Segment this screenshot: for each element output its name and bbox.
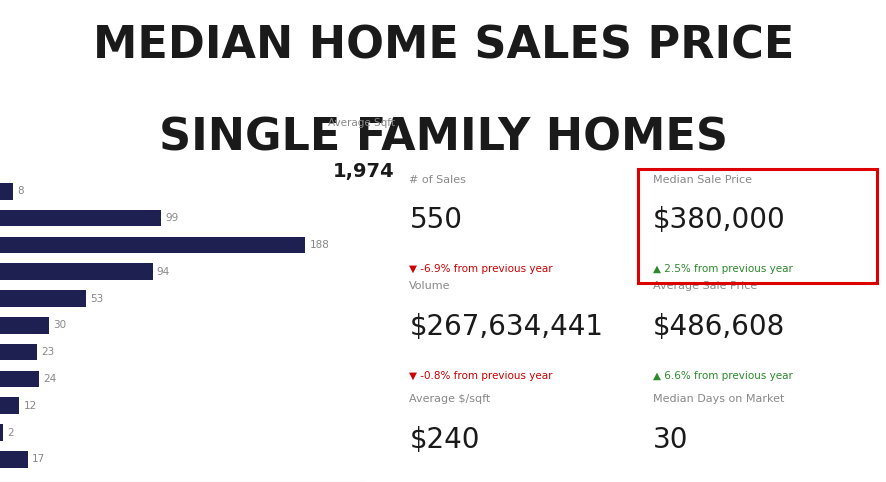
Bar xyxy=(0,371,39,388)
Text: ▲ 6.6% from previous year: ▲ 6.6% from previous year xyxy=(652,371,792,381)
Text: ▼ -0.8% from previous year: ▼ -0.8% from previous year xyxy=(409,371,552,381)
Text: 53: 53 xyxy=(90,294,104,304)
Text: 30: 30 xyxy=(652,426,688,454)
Text: Average Sqft: Average Sqft xyxy=(328,118,394,128)
Text: ▼ -6.9% from previous year: ▼ -6.9% from previous year xyxy=(409,264,552,274)
Bar xyxy=(0,237,305,253)
Text: $240: $240 xyxy=(409,426,479,454)
Text: 550: 550 xyxy=(409,206,462,234)
Text: 23: 23 xyxy=(42,347,55,357)
Text: 12: 12 xyxy=(24,401,36,411)
Bar xyxy=(0,263,152,280)
Bar xyxy=(0,398,19,414)
Text: ▲ 2.5% from previous year: ▲ 2.5% from previous year xyxy=(652,264,792,274)
Text: SINGLE FAMILY HOMES: SINGLE FAMILY HOMES xyxy=(159,117,727,160)
Bar xyxy=(0,424,4,441)
Text: Volume: Volume xyxy=(409,281,450,292)
Text: 1,974: 1,974 xyxy=(333,162,394,181)
Bar xyxy=(0,210,160,227)
Text: MEDIAN HOME SALES PRICE: MEDIAN HOME SALES PRICE xyxy=(93,24,793,67)
Bar xyxy=(0,290,86,307)
Text: Median Days on Market: Median Days on Market xyxy=(652,394,783,404)
Text: Average Sale Price: Average Sale Price xyxy=(652,281,757,292)
Text: # of Sales: # of Sales xyxy=(409,175,466,185)
Text: 2: 2 xyxy=(7,428,14,438)
Text: 8: 8 xyxy=(17,186,24,196)
Text: 99: 99 xyxy=(165,213,178,223)
Bar xyxy=(0,183,13,200)
Text: 24: 24 xyxy=(43,374,56,384)
Bar xyxy=(0,344,37,361)
Text: $486,608: $486,608 xyxy=(652,313,784,341)
Bar xyxy=(0,317,49,334)
Text: 17: 17 xyxy=(32,455,45,465)
Text: Average $/sqft: Average $/sqft xyxy=(409,394,490,404)
Text: $267,634,441: $267,634,441 xyxy=(409,313,602,341)
Text: $380,000: $380,000 xyxy=(652,206,785,234)
Text: 30: 30 xyxy=(53,321,66,330)
Bar xyxy=(0,451,27,468)
Text: 94: 94 xyxy=(157,267,170,277)
Text: 188: 188 xyxy=(309,240,329,250)
Text: Median Sale Price: Median Sale Price xyxy=(652,175,751,185)
